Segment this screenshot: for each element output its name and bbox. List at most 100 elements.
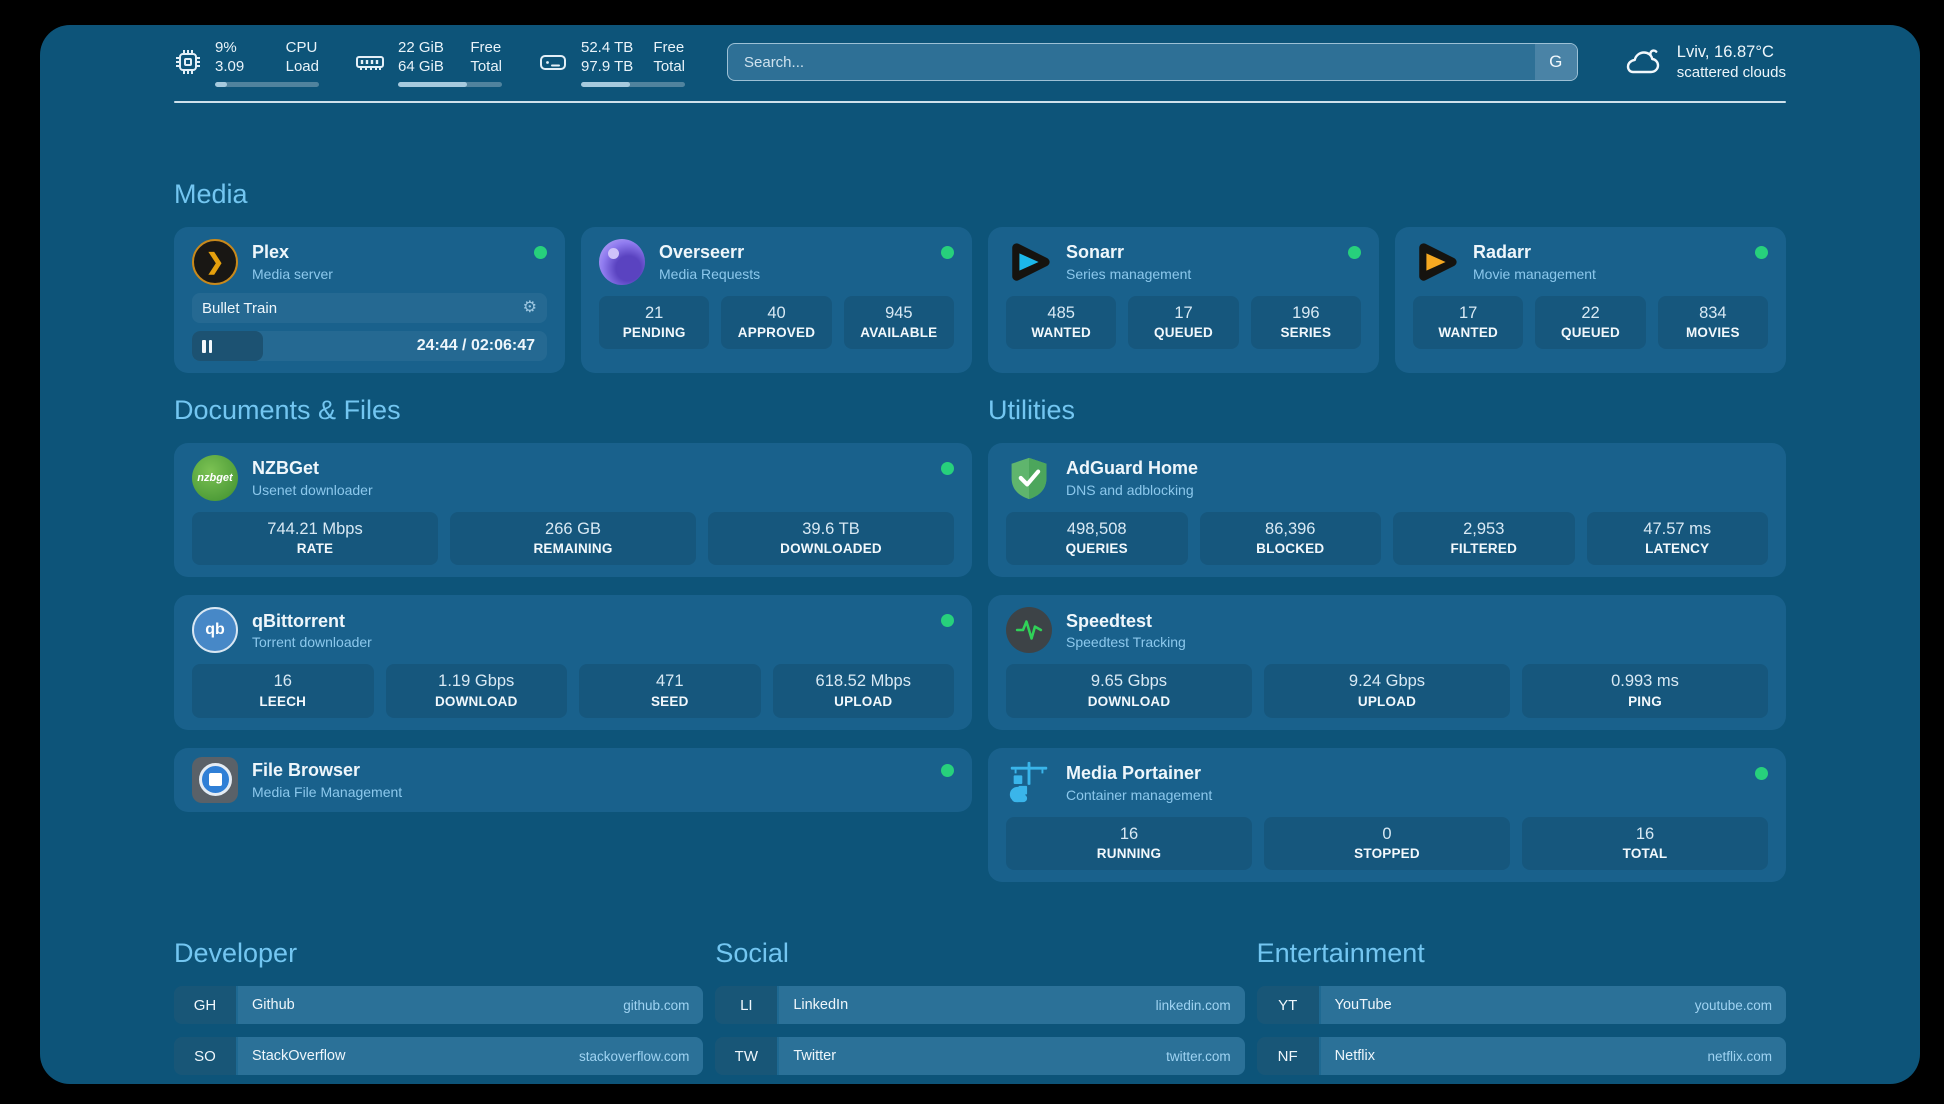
bookmark-url: youtube.com	[1694, 997, 1772, 1013]
app-title: NZBGet	[252, 458, 319, 479]
stat-tile: 744.21 Mbps RATE	[192, 512, 438, 566]
social-bookmarks: Social LI LinkedIn linkedin.com TW	[715, 938, 1245, 1084]
stat-tile: 9.65 Gbps DOWNLOAD	[1006, 664, 1252, 718]
stat-tile: 266 GB REMAINING	[450, 512, 696, 566]
now-playing-title: Bullet Train	[202, 299, 278, 317]
stat-tile: 16 TOTAL	[1522, 816, 1768, 871]
radarr-card[interactable]: Radarr Movie management 17 WANTED 22 QUE…	[1395, 227, 1786, 373]
stat-tile: 16 RUNNING	[1006, 816, 1252, 871]
app-subtitle: Media server	[252, 265, 333, 282]
app-title: File Browser	[252, 760, 361, 781]
bookmark-stackoverflow[interactable]: SO StackOverflow stackoverflow.com	[174, 1037, 704, 1076]
bookmark-twitter[interactable]: TW Twitter twitter.com	[715, 1037, 1245, 1076]
plex-card[interactable]: ❯ Plex Media server Bullet Train ⚙	[174, 227, 565, 373]
search-bar: G	[727, 43, 1578, 81]
status-dot	[1755, 246, 1768, 259]
app-subtitle: DNS and adblocking	[1066, 481, 1194, 498]
bookmark-netflix[interactable]: NF Netflix netflix.com	[1256, 1037, 1786, 1076]
bookmark-abbr: YT	[1256, 986, 1319, 1025]
media-grid: ❯ Plex Media server Bullet Train ⚙	[174, 227, 1786, 373]
ram-total: 64 GiB	[398, 58, 444, 75]
stat-tile: 22 QUEUED	[1535, 296, 1646, 350]
overseerr-card[interactable]: Overseerr Media Requests 21 PENDING 40 A…	[581, 227, 972, 373]
bookmark-abbr: NF	[1256, 1037, 1319, 1076]
app-title: qBittorrent	[252, 610, 345, 631]
app-title: Radarr	[1473, 242, 1532, 263]
bookmark-name: StackOverflow	[252, 1048, 346, 1065]
status-dot	[941, 614, 954, 628]
top-bar: 9% CPU 3.09 Load	[174, 38, 1786, 87]
bookmark-github[interactable]: GH Github github.com	[174, 986, 704, 1025]
overseerr-icon	[599, 239, 645, 285]
app-subtitle: Media Requests	[659, 265, 761, 282]
bookmarks-section: Developer GH Github github.com SO	[174, 938, 1786, 1084]
filebrowser-card[interactable]: File Browser Media File Management	[174, 747, 972, 812]
cpu-progress-bar	[215, 81, 319, 87]
stat-tile: 945 AVAILABLE	[843, 296, 954, 350]
search-engine-button[interactable]: G	[1534, 44, 1577, 80]
app-subtitle: Container management	[1066, 786, 1213, 803]
stat-tile: 17 WANTED	[1413, 296, 1524, 350]
disk-total-label: Total	[653, 58, 685, 75]
pause-icon[interactable]	[202, 339, 212, 353]
documents-section-heading: Documents & Files	[174, 395, 401, 425]
nzbget-icon: nzbget	[192, 455, 238, 501]
bookmark-url: github.com	[623, 997, 690, 1013]
app-title: Overseerr	[659, 242, 745, 263]
ram-progress-bar	[398, 81, 502, 87]
cpu-load-label: Load	[285, 58, 319, 75]
app-subtitle: Usenet downloader	[252, 481, 373, 498]
media-section-heading: Media	[174, 179, 248, 209]
bookmark-name: Github	[252, 997, 295, 1014]
bookmark-url: netflix.com	[1707, 1048, 1772, 1064]
bookmark-youtube[interactable]: YT YouTube youtube.com	[1256, 986, 1786, 1025]
stat-tile: 86,396 BLOCKED	[1199, 512, 1381, 566]
dashboard-panel: 9% CPU 3.09 Load	[40, 25, 1920, 1084]
qbittorrent-icon: qb	[192, 607, 238, 654]
cpu-label: CPU	[285, 38, 318, 56]
disk-icon	[538, 48, 568, 76]
stat-tile: 498,508 QUERIES	[1006, 512, 1188, 566]
bookmark-url: stackoverflow.com	[579, 1048, 690, 1064]
portainer-card[interactable]: Media Portainer Container management 16 …	[988, 747, 1786, 883]
stat-tile: 618.52 Mbps UPLOAD	[772, 664, 954, 718]
search-input[interactable]	[728, 44, 1535, 80]
bookmark-abbr: SO	[174, 1037, 236, 1076]
developer-heading: Developer	[174, 938, 298, 969]
adguard-shield-icon	[1006, 455, 1052, 501]
entertainment-heading: Entertainment	[1256, 938, 1425, 969]
app-title: Speedtest	[1066, 610, 1153, 631]
qbittorrent-card[interactable]: qb qBittorrent Torrent downloader 16 LEE…	[174, 595, 972, 730]
ram-icon	[355, 48, 385, 76]
nzbget-card[interactable]: nzbget NZBGet Usenet downloader 744.21 M…	[174, 443, 972, 578]
adguard-card[interactable]: AdGuard Home DNS and adblocking 498,508 …	[988, 443, 1786, 578]
speedtest-card[interactable]: Speedtest Speedtest Tracking 9.65 Gbps D…	[988, 595, 1786, 730]
stat-tile: 0.993 ms PING	[1522, 664, 1768, 718]
cpu-usage: 9%	[215, 38, 237, 56]
disk-free-label: Free	[653, 38, 685, 56]
status-dot	[1755, 766, 1768, 780]
playback-elapsed	[192, 331, 263, 361]
status-dot	[534, 246, 547, 259]
ram-stat: 22 GiB Free 64 GiB Total	[355, 38, 502, 87]
status-dot	[1348, 246, 1361, 259]
bookmark-linkedin[interactable]: LI LinkedIn linkedin.com	[715, 986, 1245, 1025]
sonarr-card[interactable]: Sonarr Series management 485 WANTED 17 Q…	[988, 227, 1379, 373]
gear-icon[interactable]: ⚙	[522, 299, 537, 316]
bookmark-abbr: LI	[715, 986, 778, 1025]
disk-stat: 52.4 TB Free 97.9 TB Total	[538, 38, 685, 87]
bookmark-abbr: TW	[715, 1037, 778, 1076]
utilities-section-heading: Utilities	[988, 395, 1076, 425]
playback-progress-row: 24:44 / 02:06:47	[192, 331, 547, 361]
stat-tile: 17 QUEUED	[1128, 296, 1239, 350]
ram-free: 22 GiB	[398, 38, 444, 56]
bookmark-abbr: GH	[174, 986, 236, 1025]
app-subtitle: Media File Management	[252, 783, 403, 800]
radarr-icon	[1413, 239, 1459, 285]
app-subtitle: Speedtest Tracking	[1066, 634, 1186, 651]
bookmark-url: linkedin.com	[1155, 997, 1231, 1013]
status-dot	[941, 763, 954, 777]
cpu-icon	[174, 48, 202, 76]
weather-condition: scattered clouds	[1676, 64, 1786, 81]
app-title: Sonarr	[1066, 242, 1125, 263]
